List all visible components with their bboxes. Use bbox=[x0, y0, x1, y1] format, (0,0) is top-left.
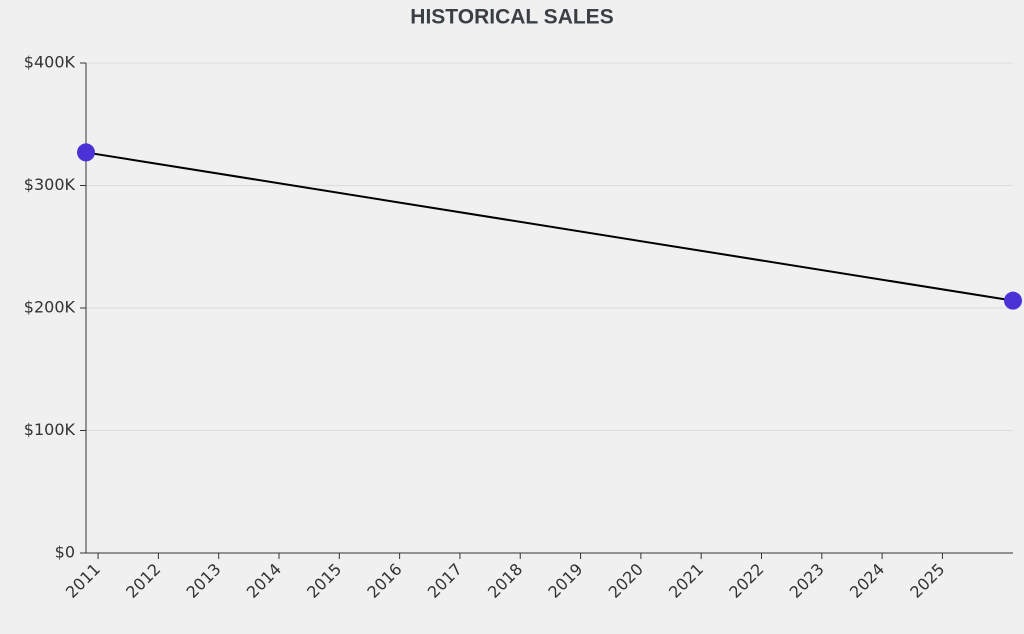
x-tick-label: 2013 bbox=[182, 560, 224, 602]
x-tick-label: 2019 bbox=[544, 560, 586, 602]
point bbox=[77, 143, 95, 162]
y-tick-label: $400K bbox=[24, 53, 76, 72]
y-tick-label: $300K bbox=[24, 175, 76, 194]
x-tick-label: 2021 bbox=[665, 560, 707, 602]
x-tick-label: 2018 bbox=[484, 560, 526, 602]
x-tick-label: 2024 bbox=[846, 560, 888, 602]
chart-title: HISTORICAL SALES bbox=[410, 6, 613, 29]
x-tick-label: 2023 bbox=[786, 560, 828, 602]
y-tick-label: $0 bbox=[55, 543, 75, 562]
x-tick-label: 2011 bbox=[62, 560, 104, 602]
x-tick-label: 2014 bbox=[243, 560, 285, 602]
x-tick-label: 2012 bbox=[122, 560, 164, 602]
point bbox=[1004, 291, 1022, 310]
x-tick-label: 2016 bbox=[363, 560, 405, 602]
x-tick-label: 2022 bbox=[725, 560, 767, 602]
x-tick-label: 2017 bbox=[424, 560, 466, 602]
line bbox=[85, 151, 1014, 302]
x-tick-label: 2015 bbox=[303, 560, 345, 602]
y-tick-label: $200K bbox=[24, 298, 76, 317]
y-tick-label: $100K bbox=[24, 420, 76, 439]
x-tick-label: 2025 bbox=[906, 560, 948, 602]
x-tick-label: 2020 bbox=[605, 560, 647, 602]
